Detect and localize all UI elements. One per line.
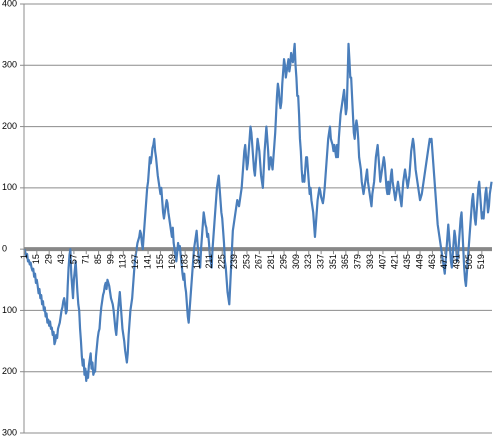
y-tick-label: 300 xyxy=(2,427,17,437)
x-tick-label: 43 xyxy=(56,254,66,264)
x-tick-label: 113 xyxy=(118,254,128,268)
y-tick-label: 100 xyxy=(2,182,17,192)
data-line xyxy=(23,42,493,383)
y-tick-label: 300 xyxy=(2,60,17,70)
x-tick-label: 505 xyxy=(464,254,474,269)
x-tick-label: 407 xyxy=(377,254,387,269)
x-tick-label: 225 xyxy=(217,254,227,269)
x-tick-label: 449 xyxy=(414,254,424,269)
y-tick-label: 200 xyxy=(2,121,17,131)
x-tick-label: 155 xyxy=(155,254,165,269)
x-tick-label: 393 xyxy=(365,254,375,269)
x-tick-label: 477 xyxy=(439,254,449,269)
x-tick-label: 309 xyxy=(291,254,301,269)
x-tick-label: 281 xyxy=(266,254,276,269)
y-tick-label: 200 xyxy=(2,366,17,376)
x-tick-label: 351 xyxy=(328,254,338,269)
x-tick-label: 519 xyxy=(476,254,486,269)
x-tick-label: 1 xyxy=(19,254,29,259)
x-tick-label: 337 xyxy=(316,254,326,269)
x-tick-label: 29 xyxy=(44,254,54,264)
x-tick-label: 239 xyxy=(229,254,239,269)
x-tick-label: 323 xyxy=(303,254,313,269)
x-tick-label: 85 xyxy=(93,254,103,264)
x-tick-label: 211 xyxy=(204,254,214,268)
y-tick-label: 400 xyxy=(2,0,17,8)
x-tick-label: 141 xyxy=(142,254,152,269)
y-tick-label: 0 xyxy=(2,244,7,254)
x-tick-label: 57 xyxy=(68,254,78,264)
x-tick-label: 365 xyxy=(340,254,350,269)
x-tick-label: 295 xyxy=(278,254,288,269)
x-tick-label: 421 xyxy=(390,254,400,269)
x-tick-label: 127 xyxy=(130,254,140,269)
x-tick-label: 197 xyxy=(192,254,202,269)
x-tick-label: 463 xyxy=(427,254,437,269)
x-tick-label: 99 xyxy=(105,254,115,264)
x-tick-label: 183 xyxy=(180,254,190,269)
x-tick-label: 267 xyxy=(254,254,264,269)
x-tick-label: 491 xyxy=(451,254,461,269)
x-tick-label: 71 xyxy=(81,254,91,264)
x-tick-label: 435 xyxy=(402,254,412,269)
x-tick-label: 253 xyxy=(241,254,251,269)
x-tick-label: 169 xyxy=(167,254,177,269)
x-tick-label: 15 xyxy=(31,254,41,264)
x-tick-label: 379 xyxy=(353,254,363,269)
y-tick-label: 100 xyxy=(2,305,17,315)
